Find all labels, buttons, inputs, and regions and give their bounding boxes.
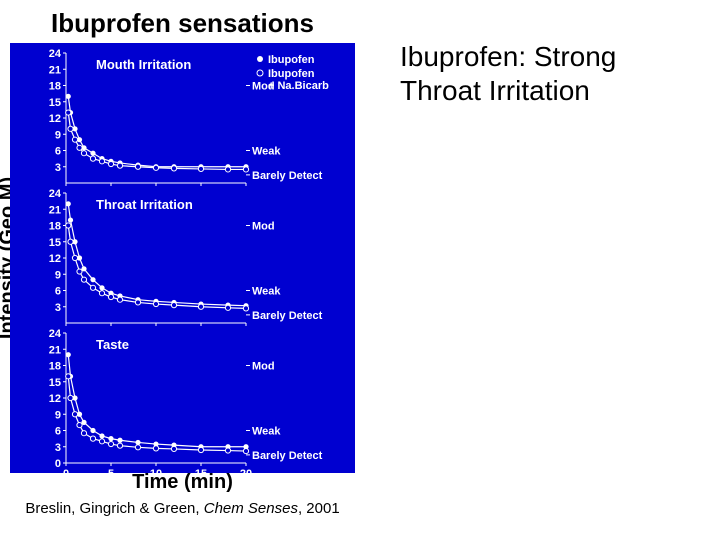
svg-text:Weak: Weak: [252, 426, 281, 438]
svg-text:6: 6: [55, 426, 61, 438]
chart-svg: 3 6 9 12 15 18 21 24 Mod Weak Barely Detect Mouth I…: [10, 43, 355, 473]
citation: Breslin, Gingrich & Green, Chem Senses, …: [10, 500, 355, 517]
svg-text:15: 15: [49, 97, 61, 109]
svg-text:21: 21: [49, 344, 61, 356]
citation-pre: Breslin, Gingrich & Green,: [25, 500, 203, 517]
svg-text:18: 18: [49, 81, 61, 93]
chart-area: 3 6 9 12 15 18 21 24 Mod Weak Barely Detect Mouth I…: [10, 43, 355, 473]
svg-text:18: 18: [49, 221, 61, 233]
figure-block: Ibuprofen sensations Intensity (Geo.M) 3…: [10, 8, 355, 517]
figure-title: Ibuprofen sensations: [10, 8, 355, 39]
svg-text:Mod: Mod: [252, 361, 275, 373]
svg-text:15: 15: [49, 237, 61, 249]
svg-text:9: 9: [55, 269, 61, 281]
svg-text:12: 12: [49, 393, 61, 405]
slide: Ibuprofen sensations Intensity (Geo.M) 3…: [0, 0, 720, 540]
svg-text:+ Na.Bicarb: + Na.Bicarb: [268, 80, 329, 92]
citation-post: , 2001: [298, 500, 340, 517]
svg-text:3: 3: [55, 302, 61, 314]
svg-text:15: 15: [49, 377, 61, 389]
svg-text:0: 0: [55, 458, 61, 470]
citation-ital: Chem Senses: [204, 500, 298, 517]
svg-text:3: 3: [55, 162, 61, 174]
svg-text:5: 5: [108, 468, 114, 473]
svg-text:24: 24: [49, 328, 62, 340]
svg-text:18: 18: [49, 361, 61, 373]
svg-text:21: 21: [49, 64, 61, 76]
svg-text:Barely Detect: Barely Detect: [252, 450, 323, 462]
svg-text:Mod: Mod: [252, 221, 275, 233]
svg-text:Barely Detect: Barely Detect: [252, 170, 323, 182]
svg-text:Mouth Irritation: Mouth Irritation: [96, 57, 191, 72]
svg-text:15: 15: [195, 468, 207, 473]
svg-text:12: 12: [49, 253, 61, 265]
side-commentary: Ibuprofen: Strong Throat Irritation: [400, 40, 700, 107]
svg-text:21: 21: [49, 204, 61, 216]
svg-text:Ibupofen: Ibupofen: [268, 68, 315, 80]
svg-text:9: 9: [55, 129, 61, 141]
svg-text:0: 0: [63, 468, 69, 473]
svg-text:6: 6: [55, 146, 61, 158]
svg-text:9: 9: [55, 409, 61, 421]
svg-text:24: 24: [49, 188, 62, 200]
svg-text:3: 3: [55, 442, 61, 454]
svg-text:Weak: Weak: [252, 146, 281, 158]
svg-text:Ibupofen: Ibupofen: [268, 54, 315, 66]
svg-text:6: 6: [55, 286, 61, 298]
svg-text:24: 24: [49, 48, 62, 60]
svg-text:20: 20: [240, 468, 252, 473]
svg-text:Barely Detect: Barely Detect: [252, 310, 323, 322]
svg-text:Taste: Taste: [96, 337, 129, 352]
x-axis-label: Time (min): [10, 471, 355, 494]
svg-text:12: 12: [49, 113, 61, 125]
svg-text:10: 10: [150, 468, 162, 473]
svg-text:Throat Irritation: Throat Irritation: [96, 197, 193, 212]
svg-text:Weak: Weak: [252, 286, 281, 298]
